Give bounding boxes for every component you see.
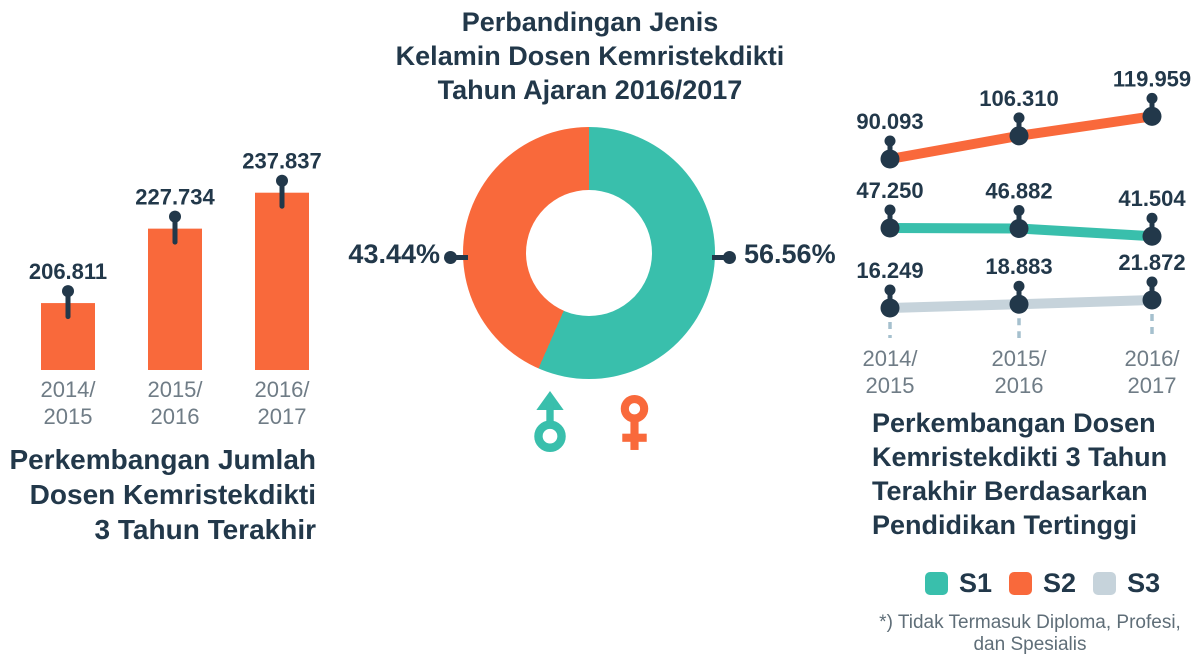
legend-item-S3: S3 <box>1093 568 1160 599</box>
data-point-dot <box>880 298 900 318</box>
female-percentage-label: 43.44% <box>348 239 440 269</box>
point-value-label: 46.882 <box>985 179 1052 204</box>
point-pin-head <box>1013 205 1025 217</box>
bar-marker-dot <box>276 174 288 187</box>
legend-item-S2: S2 <box>1009 568 1076 599</box>
line-x-label: 2015/ 2016 <box>991 346 1047 398</box>
data-point-dot <box>1142 226 1162 246</box>
data-point-dot <box>1009 294 1029 314</box>
bar-marker-stem <box>65 291 71 320</box>
legend-item-S1: S1 <box>925 568 992 599</box>
point-value-label: 18.883 <box>985 254 1052 279</box>
footnote: *) Tidak Termasuk Diploma, Profesi, dan … <box>879 612 1181 655</box>
bar-marker-dot <box>62 285 74 298</box>
legend-swatch-S3 <box>1093 572 1117 595</box>
female-icon <box>620 395 649 450</box>
bar-marker-stem <box>172 216 178 245</box>
data-point-dot <box>880 149 900 169</box>
legend-label-S3: S3 <box>1127 568 1161 598</box>
legend-swatch-S1 <box>925 572 948 595</box>
donut-hole <box>526 190 652 316</box>
point-pin-head <box>1013 112 1025 124</box>
point-pin-head <box>1146 92 1158 104</box>
bar-marker-stem <box>279 180 285 209</box>
bar <box>255 192 309 370</box>
data-point-dot <box>1142 106 1162 126</box>
line-x-label: 2016/ 2017 <box>1124 346 1180 398</box>
point-value-label: 41.504 <box>1118 186 1186 211</box>
legend-label-S1: S1 <box>959 568 993 598</box>
point-pin-head <box>1146 276 1158 288</box>
bar-x-label: 2015/ 2016 <box>147 377 203 429</box>
bar-x-label: 2016/ 2017 <box>254 377 310 429</box>
bar-value-label: 237.837 <box>242 149 322 174</box>
male-percentage-label: 56.56% <box>744 239 836 269</box>
bar <box>148 228 202 370</box>
point-pin-head <box>1013 280 1025 292</box>
legend-label-S2: S2 <box>1043 568 1077 598</box>
bar-value-label: 227.734 <box>135 185 215 210</box>
point-value-label: 90.093 <box>856 109 923 134</box>
data-point-dot <box>1009 126 1029 146</box>
legend-swatch-S2 <box>1009 572 1033 595</box>
bar-chart-title: Perkembangan Jumlah Dosen Kemristekdikti… <box>9 444 316 545</box>
point-value-label: 119.959 <box>1113 66 1191 91</box>
bar-marker-dot <box>169 210 181 223</box>
data-point-dot <box>1142 290 1162 310</box>
point-value-label: 16.249 <box>856 258 923 283</box>
line-x-label: 2014/ 2015 <box>862 346 918 398</box>
point-pin-head <box>884 284 896 296</box>
female-callout-dot <box>444 251 457 264</box>
point-value-label: 21.872 <box>1118 250 1185 275</box>
point-value-label: 106.310 <box>979 86 1059 111</box>
donut-chart <box>463 127 715 379</box>
point-pin-head <box>1146 212 1158 224</box>
point-pin-head <box>884 135 896 147</box>
data-point-dot <box>1009 219 1029 239</box>
point-pin-head <box>884 204 896 216</box>
bar-value-label: 206.811 <box>29 259 107 284</box>
line-chart-plot: 90.093 106.310 119.959 47.250 46.882 41.504 16… <box>856 66 1191 338</box>
point-value-label: 47.250 <box>856 178 923 203</box>
bar-chart-plot: 206.811 227.734 237.837 <box>29 149 322 370</box>
female-callout-line <box>456 255 468 260</box>
male-callout-line <box>712 255 724 260</box>
donut-chart-title: Perbandingan Jenis Kelamin Dosen Kemrist… <box>395 7 785 105</box>
male-icon <box>534 391 566 452</box>
male-callout-dot <box>723 251 736 264</box>
data-point-dot <box>880 218 900 238</box>
line-chart-title: Perkembangan Dosen Kemristekdikti 3 Tahu… <box>872 408 1168 540</box>
line-chart-legend: S1 S2 S3 <box>925 568 1160 599</box>
bar-x-label: 2014/ 2015 <box>40 377 96 429</box>
